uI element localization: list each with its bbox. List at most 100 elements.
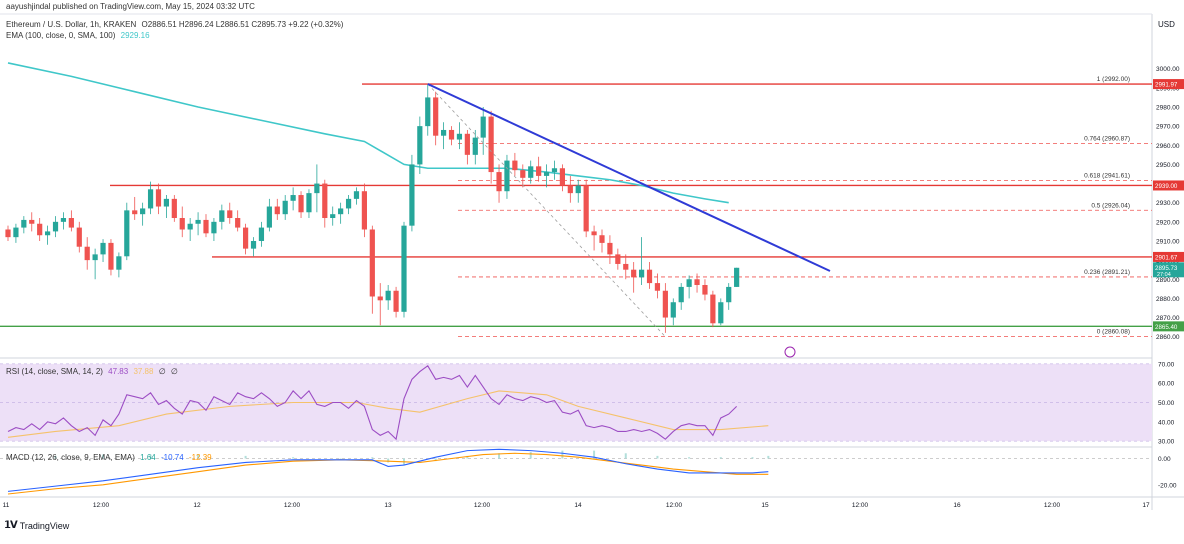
tradingview-logo[interactable]: 𝟭𝗩 TradingView — [4, 520, 69, 531]
price-axis-bg — [1152, 14, 1184, 510]
candle-down — [361, 191, 367, 230]
candle-up — [250, 240, 257, 249]
time-tick-label: 12:00 — [93, 502, 110, 509]
candle-down — [512, 160, 518, 171]
price-tick-label: 2910.00 — [1156, 238, 1180, 245]
candle-up — [345, 198, 352, 209]
time-tick-label: 17 — [1142, 502, 1150, 509]
macd-histogram-bar — [339, 458, 342, 460]
candle-up — [543, 172, 550, 176]
candle-up — [528, 166, 534, 178]
time-tick-label: 12:00 — [852, 502, 869, 509]
publish-info: aayushjindal published on TradingView.co… — [6, 2, 258, 11]
candle-down — [377, 296, 383, 301]
level-price-tag — [1153, 251, 1184, 262]
candle-down — [298, 195, 304, 213]
candle-up — [678, 286, 684, 303]
macd-histogram-bar — [767, 455, 770, 459]
legend-symbol[interactable]: Ethereum / U.S. Dollar, 1h, KRAKEN O2886… — [6, 20, 346, 29]
candle-down — [84, 246, 90, 261]
macd-histogram-bar — [466, 455, 469, 459]
candle-down — [203, 219, 209, 234]
price-tick-label: 2920.00 — [1156, 219, 1180, 226]
macd-histogram-bar — [688, 457, 691, 459]
rsi-lower-value: ∅ — [170, 367, 178, 376]
tradingview-brand: TradingView — [19, 520, 70, 531]
candle-down — [5, 229, 11, 238]
price-tick-label: 2960.00 — [1156, 143, 1180, 150]
candle-down — [171, 198, 177, 219]
candle-up — [726, 286, 732, 303]
candle-up — [163, 198, 169, 207]
candle-down — [29, 219, 35, 224]
candle-up — [401, 225, 407, 312]
candle-up — [670, 302, 676, 318]
time-tick-label: 13 — [384, 502, 392, 509]
candle-down — [559, 168, 565, 186]
candle-up — [385, 290, 391, 301]
candle-down — [567, 185, 573, 194]
legend-rsi[interactable]: RSI (14, close, SMA, 14, 2) 47.83 37.88 … — [6, 367, 181, 376]
price-tick-label: 2870.00 — [1156, 315, 1180, 322]
candle-down — [448, 129, 455, 140]
macd-histogram-bar — [149, 454, 152, 459]
candle-up — [417, 126, 423, 165]
candle-up — [686, 279, 692, 287]
fib-level-label: 0.618 (2941.61) — [1084, 172, 1130, 179]
macd-histogram-bar — [561, 450, 564, 459]
candle-down — [68, 218, 74, 228]
macd-signal-value: -12.39 — [188, 453, 212, 462]
candle-up — [187, 223, 193, 230]
candle-down — [76, 227, 82, 247]
macd-tick-label: -20.00 — [1158, 482, 1177, 489]
candle-down — [243, 227, 249, 249]
time-tick-label: 14 — [574, 502, 582, 509]
rsi-ma-value: 37.88 — [133, 367, 154, 376]
candle-down — [591, 231, 597, 236]
candle-up — [116, 256, 122, 270]
candle-down — [37, 223, 43, 236]
currency-label: USD — [1158, 20, 1175, 29]
level-price-tag — [1153, 79, 1184, 90]
legend-macd[interactable]: MACD (12, 26, close, 9, EMA, EMA) 1.64 -… — [6, 453, 215, 462]
ema-label: EMA (100, close, 0, SMA, 100) — [6, 31, 116, 40]
candle-up — [124, 210, 130, 257]
candle-down — [488, 116, 494, 173]
candle-up — [21, 219, 27, 228]
macd-label: MACD (12, 26, close, 9, EMA, EMA) — [6, 453, 135, 462]
price-tick-label: 2890.00 — [1156, 277, 1180, 284]
candle-up — [425, 97, 431, 127]
macd-histogram-bar — [498, 453, 501, 459]
time-tick-label: 12:00 — [1044, 502, 1061, 509]
candle-down — [274, 206, 280, 215]
macd-histogram-bar — [719, 457, 722, 459]
macd-histogram-bar — [244, 455, 247, 459]
macd-histogram-bar — [624, 453, 627, 459]
level-price-tag-label: 2991.97 — [1155, 82, 1178, 89]
legend-ema[interactable]: EMA (100, close, 0, SMA, 100) 2929.16 — [6, 31, 153, 40]
candle-up — [45, 231, 51, 236]
alert-marker-icon — [784, 346, 796, 358]
candle-down — [433, 97, 439, 136]
candle-up — [92, 254, 98, 261]
candle-up — [147, 189, 154, 209]
candle-up — [52, 221, 59, 232]
macd-signal-line — [7, 452, 769, 495]
macd-histogram-bar — [197, 454, 200, 459]
candle-down — [607, 242, 613, 255]
candle-up — [441, 129, 447, 136]
macd-histogram-bar — [371, 457, 374, 459]
fib-level-label: 0.5 (2926.04) — [1091, 202, 1130, 209]
candle-down — [179, 218, 185, 230]
candle-up — [472, 137, 478, 155]
fib-level-label: 0 (2860.08) — [1097, 329, 1130, 336]
candle-up — [456, 133, 463, 140]
macd-tick-label: 0.00 — [1158, 456, 1171, 463]
candle-down — [654, 283, 661, 291]
rsi-value: 47.83 — [108, 367, 129, 376]
candle-up — [575, 185, 581, 194]
candle-up — [314, 183, 320, 194]
rsi-tick-label: 30.00 — [1158, 439, 1175, 446]
candle-down — [623, 263, 629, 270]
